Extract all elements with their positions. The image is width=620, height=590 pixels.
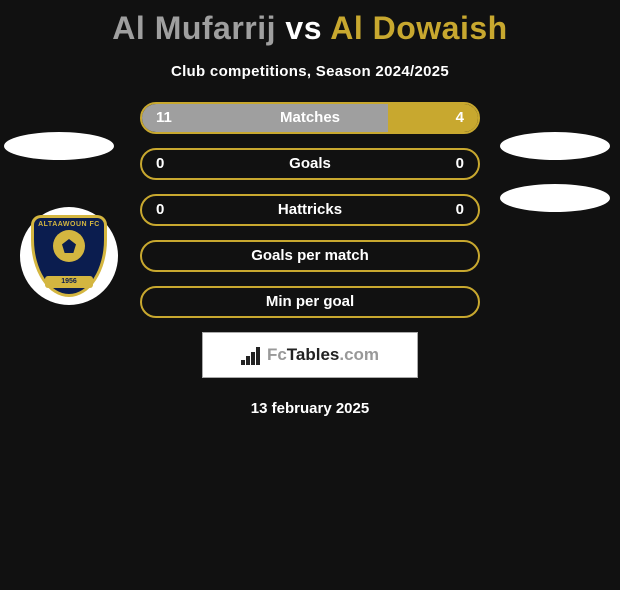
player1-club-logo: ALTAAWOUN FC 1956 <box>20 207 118 305</box>
comparison-title: Al Mufarrij vs Al Dowaish <box>0 10 620 47</box>
vs-separator: vs <box>285 10 322 46</box>
stat-bar-row: Min per goal <box>140 286 480 318</box>
bar-label: Matches <box>142 104 478 132</box>
content-area: ALTAAWOUN FC 1956 114Matches 00Goals 00Hat… <box>0 102 620 417</box>
date-text: 13 february 2025 <box>0 400 620 417</box>
stat-bar-row: 00Hattricks <box>140 194 480 226</box>
ball-icon <box>53 230 85 262</box>
player2-logo-placeholder <box>500 184 610 212</box>
club-year-text: 1956 <box>45 276 93 288</box>
shield-icon: ALTAAWOUN FC 1956 <box>31 215 107 297</box>
stat-bar-row: Goals per match <box>140 240 480 272</box>
bar-label: Hattricks <box>142 196 478 224</box>
player1-avatar-placeholder <box>4 132 114 160</box>
bar-chart-icon <box>241 345 263 365</box>
player2-avatar-placeholder <box>500 132 610 160</box>
subtitle: Club competitions, Season 2024/2025 <box>0 63 620 80</box>
stat-bars: 114Matches 00Goals 00Hattricks Goals per ma… <box>140 102 480 318</box>
stat-bar-row: 00Goals <box>140 148 480 180</box>
watermark-text: FcTables.com <box>267 345 379 365</box>
stat-bar-row: 114Matches <box>140 102 480 134</box>
bar-label: Min per goal <box>142 288 478 316</box>
club-name-text: ALTAAWOUN FC <box>38 221 100 228</box>
bar-label: Goals per match <box>142 242 478 270</box>
watermark: FcTables.com <box>202 332 418 378</box>
bar-label: Goals <box>142 150 478 178</box>
player1-name: Al Mufarrij <box>112 10 276 46</box>
player2-name: Al Dowaish <box>330 10 507 46</box>
